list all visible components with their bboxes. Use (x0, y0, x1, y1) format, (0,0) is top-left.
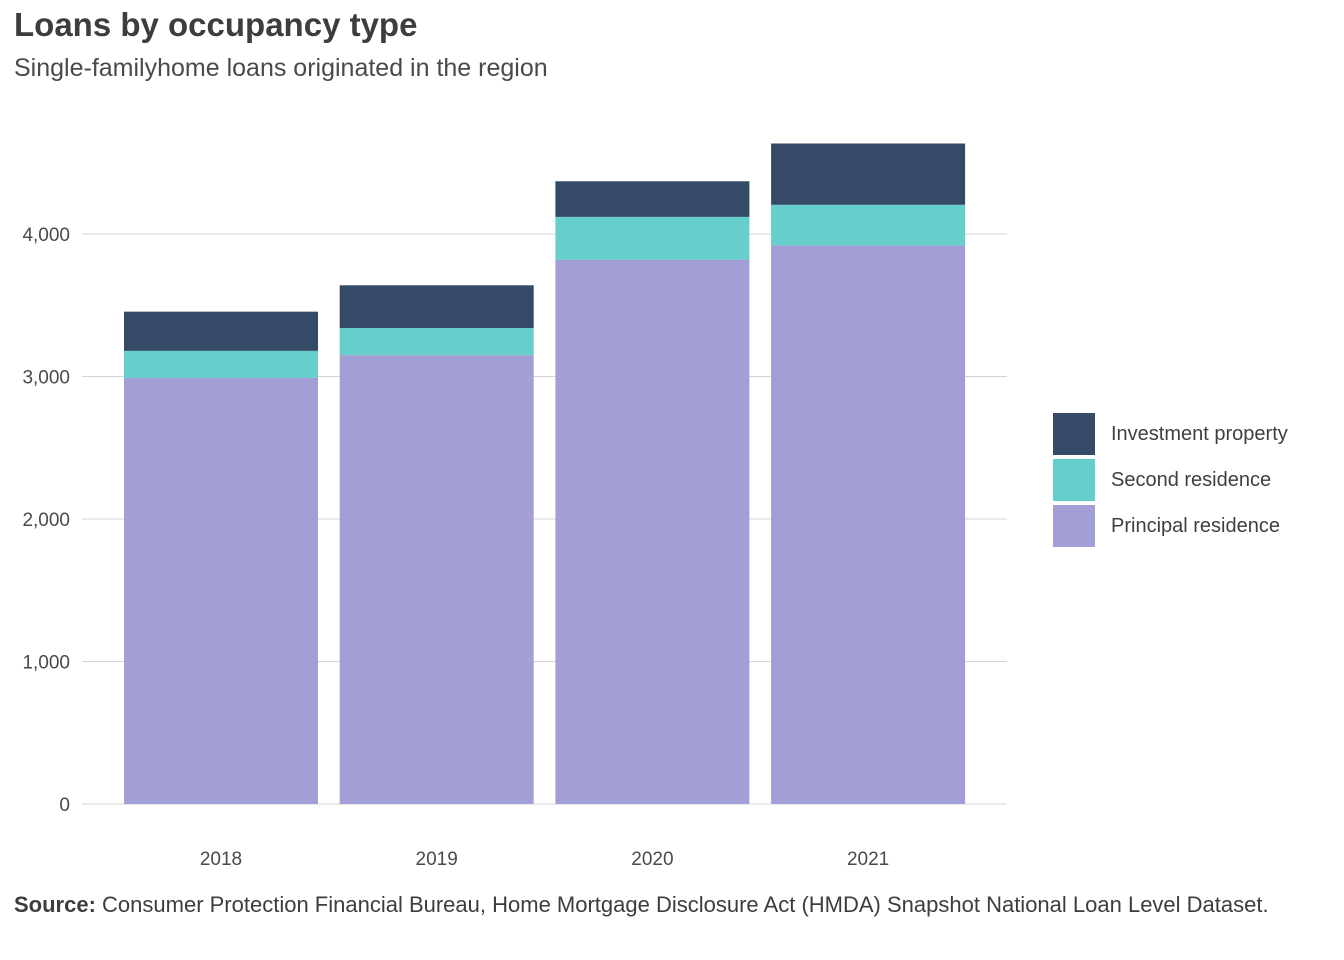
bar-segment-investment-property-2019 (339, 285, 534, 329)
x-tick-label: 2018 (200, 849, 242, 870)
legend-item-principal: Principal residence (1053, 505, 1288, 547)
legend-label-investment: Investment property (1111, 422, 1288, 445)
legend-item-investment: Investment property (1053, 413, 1288, 455)
legend-label-principal: Principal residence (1111, 514, 1280, 537)
x-axis-ticks: 2018 2019 2020 2021 (200, 849, 889, 870)
y-tick-label: 2,000 (22, 510, 70, 531)
bar-segment-investment-property-2020 (555, 181, 750, 217)
source-text: Consumer Protection Financial Bureau, Ho… (95, 892, 1269, 917)
source-label: Source: (14, 892, 96, 917)
bar-segment-second-residence-2021 (771, 204, 966, 246)
y-axis-ticks: 0 1,000 2,000 3,000 4,000 (22, 225, 70, 816)
bar-segment-principal-residence-2019 (339, 355, 534, 804)
y-tick-label: 1,000 (22, 653, 70, 674)
bar-segment-principal-residence-2021 (771, 245, 966, 804)
bars (124, 143, 966, 804)
legend-swatch-principal (1053, 505, 1095, 547)
y-tick-label: 3,000 (22, 368, 70, 389)
legend-item-second: Second residence (1053, 459, 1288, 501)
chart-title: Loans by occupancy type (14, 6, 418, 43)
x-tick-label: 2021 (847, 849, 889, 870)
bar-segment-investment-property-2021 (771, 143, 966, 205)
x-tick-label: 2020 (631, 849, 673, 870)
bar-segment-second-residence-2020 (555, 216, 750, 260)
y-tick-label: 4,000 (22, 225, 70, 246)
chart-subtitle: Single-familyhome loans originated in th… (14, 54, 548, 82)
legend-swatch-investment (1053, 413, 1095, 455)
x-tick-label: 2019 (416, 849, 458, 870)
legend: Investment property Second residence Pri… (1053, 413, 1288, 551)
legend-swatch-second (1053, 459, 1095, 501)
bar-segment-second-residence-2019 (339, 328, 534, 356)
y-tick-label: 0 (59, 795, 70, 816)
source-note: Source: Consumer Protection Financial Bu… (14, 892, 1314, 918)
bar-segment-principal-residence-2020 (555, 259, 750, 804)
legend-label-second: Second residence (1111, 468, 1272, 491)
bar-segment-second-residence-2018 (124, 350, 318, 378)
bar-segment-principal-residence-2018 (124, 377, 318, 804)
bar-segment-investment-property-2018 (124, 311, 318, 351)
